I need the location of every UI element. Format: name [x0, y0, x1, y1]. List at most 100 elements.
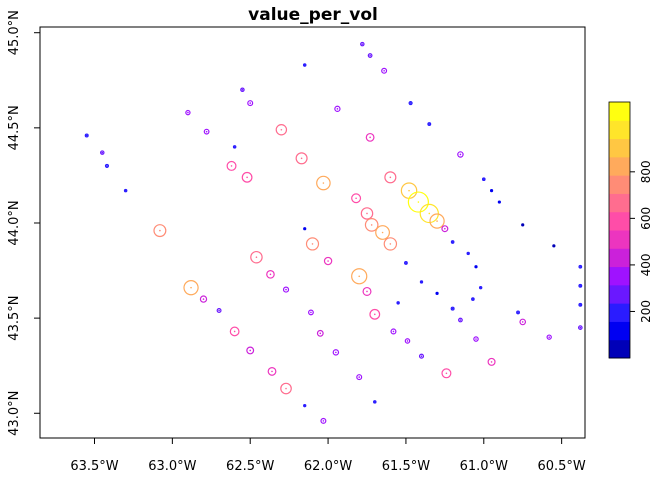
data-point: [360, 41, 365, 47]
data-point-center: [205, 130, 208, 133]
colorbar-segment: [609, 156, 630, 176]
data-point-center: [579, 326, 582, 329]
x-tick-label: 62.5°W: [226, 459, 274, 474]
data-point-center: [467, 252, 470, 255]
data-point: [303, 227, 307, 231]
data-point: [305, 237, 320, 251]
data-point: [427, 122, 432, 126]
data-point-center: [406, 340, 409, 342]
data-point: [419, 280, 424, 284]
data-point-center: [417, 201, 420, 203]
data-point-center: [159, 229, 161, 232]
chart-title: value_per_vol: [248, 5, 378, 25]
data-point-center: [383, 69, 385, 72]
plot-frame: [39, 26, 586, 439]
data-point: [369, 308, 381, 320]
data-point: [84, 133, 89, 138]
data-point-center: [579, 284, 582, 287]
data-point: [100, 150, 105, 155]
data-point-center: [358, 376, 361, 378]
colorbar-tick-label: 800: [639, 160, 653, 183]
colorbar-segment: [609, 193, 630, 213]
data-point-center: [366, 290, 368, 293]
data-point: [123, 188, 128, 193]
data-point: [302, 63, 307, 67]
colorbar-segment: [609, 339, 630, 359]
data-point: [226, 160, 237, 171]
data-points: [84, 41, 583, 424]
data-point: [240, 87, 245, 93]
data-point: [578, 302, 583, 307]
data-point: [334, 105, 341, 112]
data-point: [247, 100, 254, 107]
data-point-center: [187, 111, 189, 114]
data-point: [441, 368, 452, 379]
data-point-center: [459, 319, 462, 321]
data-point-center: [472, 298, 474, 300]
data-point: [365, 132, 375, 142]
data-point: [407, 191, 429, 213]
data-point: [316, 329, 324, 337]
data-point-center: [202, 298, 205, 300]
data-point-center: [249, 102, 252, 104]
colorbar: 200 400 600 800: [608, 101, 653, 359]
data-point-center: [303, 404, 306, 407]
colorbar-segment: [609, 211, 630, 231]
data-point-center: [445, 372, 448, 375]
data-point: [478, 285, 483, 290]
data-point-center: [124, 189, 127, 192]
data-point-center: [249, 349, 252, 352]
x-tick-label: 63.0°W: [148, 459, 196, 474]
data-point: [364, 218, 379, 232]
data-point-center: [444, 227, 446, 230]
x-tick-label: 61.5°W: [382, 459, 430, 474]
data-point: [552, 244, 556, 248]
data-point-center: [369, 54, 371, 57]
data-point-center: [475, 338, 477, 340]
data-point-center: [479, 286, 482, 289]
colorbar-tick-label: 600: [639, 207, 653, 230]
colorbar-segment: [609, 230, 630, 249]
data-point: [481, 177, 486, 182]
data-point: [362, 286, 372, 296]
data-point-center: [230, 165, 233, 167]
data-point: [466, 251, 470, 256]
data-point-center: [311, 243, 314, 245]
data-point-center: [233, 146, 236, 148]
data-point: [458, 317, 463, 323]
data-point: [360, 207, 374, 220]
y-tick-label: 44.0°N: [7, 200, 22, 245]
data-point: [404, 261, 408, 265]
colorbar-segment: [609, 284, 630, 304]
data-point: [487, 357, 496, 366]
data-point: [351, 193, 362, 204]
data-point: [267, 366, 277, 376]
data-point-center: [303, 64, 306, 66]
data-point-center: [548, 336, 550, 338]
data-point: [332, 349, 340, 356]
data-point-center: [106, 165, 108, 167]
data-point: [383, 237, 398, 251]
data-point-center: [322, 420, 325, 422]
data-point-center: [475, 265, 477, 268]
data-point-center: [389, 243, 392, 245]
colorbar-segment: [609, 120, 630, 140]
data-point: [390, 328, 397, 335]
data-point: [153, 224, 167, 238]
data-point-center: [361, 43, 364, 45]
data-point: [323, 256, 333, 266]
x-tick-label: 60.5°W: [537, 459, 585, 474]
x-axis: 63.5°W 63.0°W 62.5°W 62.0°W 61.5°W 61.0°W 60.5…: [70, 438, 586, 474]
data-point-center: [85, 134, 88, 137]
data-point-center: [280, 128, 283, 131]
data-point: [185, 109, 191, 116]
data-point-center: [336, 108, 339, 110]
data-point: [497, 200, 501, 204]
data-point: [435, 291, 439, 296]
colorbar-segment: [609, 175, 630, 194]
data-point-center: [327, 260, 329, 262]
data-point-center: [389, 176, 392, 179]
data-point-center: [397, 302, 399, 304]
data-point-center: [271, 370, 273, 373]
